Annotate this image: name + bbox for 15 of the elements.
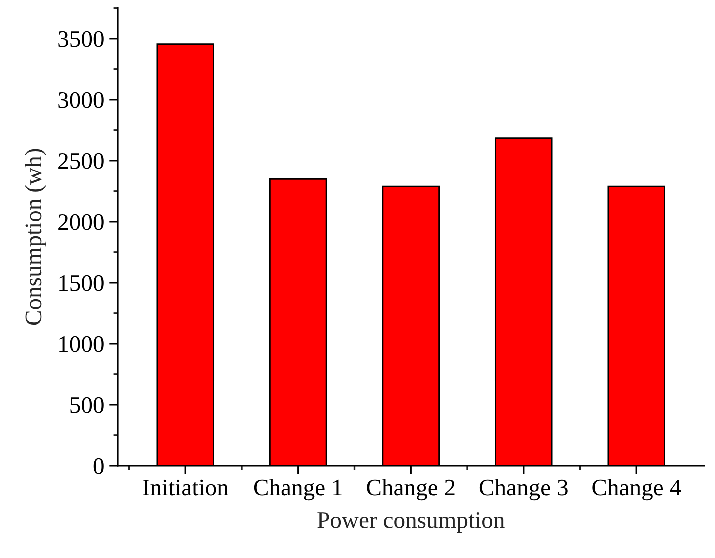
y-tick-label: 3000 — [58, 92, 104, 108]
x-tick-label: Initiation — [143, 480, 229, 496]
y-tick-label: 2500 — [58, 153, 104, 170]
y-tick-label: 1500 — [60, 275, 104, 292]
y-axis-title: Consumption (wh) — [25, 149, 46, 326]
x-axis-title: Power consumption — [318, 512, 505, 534]
x-tick-label: Change 1 — [254, 479, 342, 501]
y-tick-label: 2000 — [58, 214, 104, 230]
x-tick-label: Change 2 — [367, 479, 455, 501]
y-tick-label: 0 — [94, 458, 104, 474]
y-tick-label: 1000 — [60, 336, 104, 352]
x-tick-label: Change 3 — [480, 479, 568, 501]
y-tick-label: 500 — [70, 397, 104, 414]
y-tick-label: 3500 — [58, 31, 104, 48]
x-tick-label: Change 4 — [592, 479, 682, 501]
